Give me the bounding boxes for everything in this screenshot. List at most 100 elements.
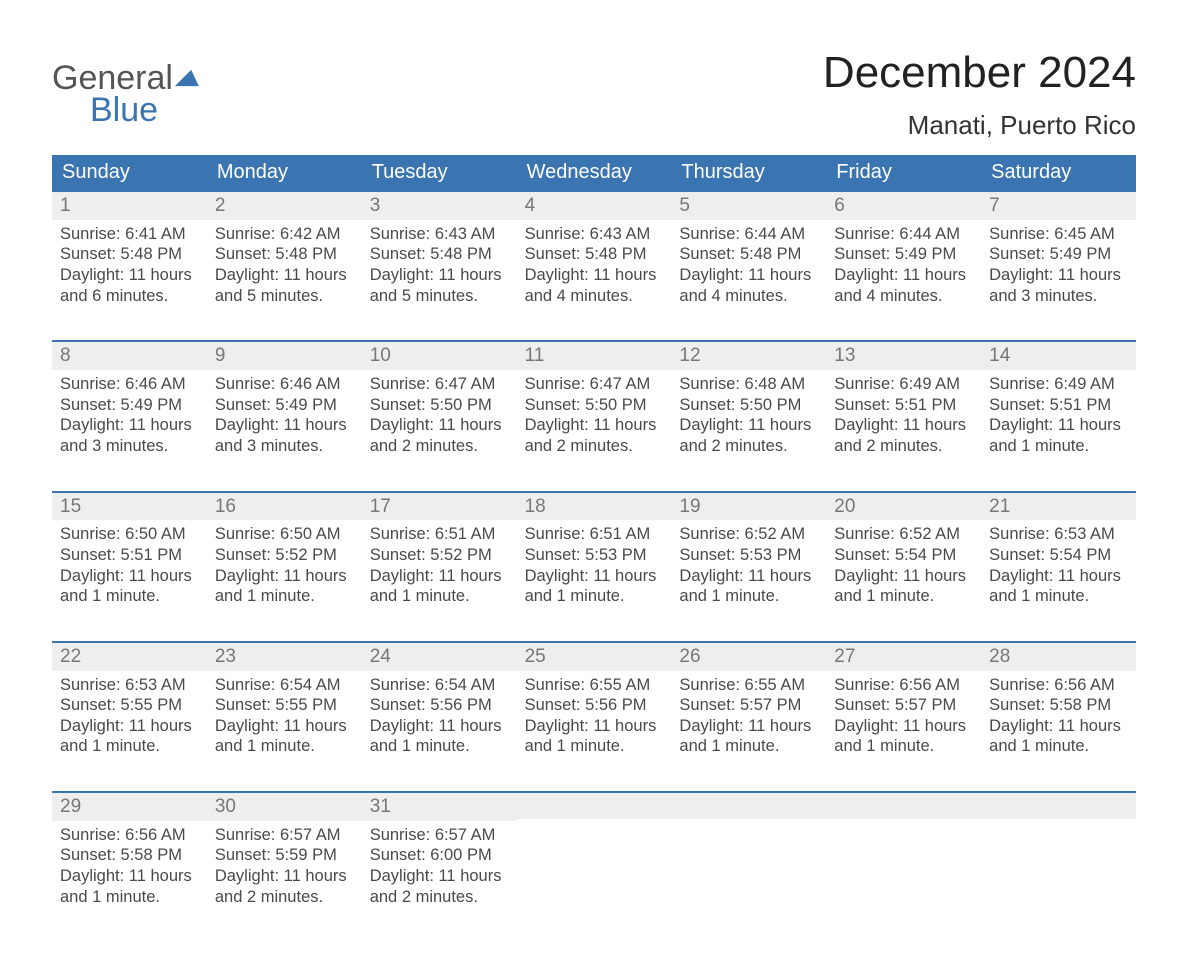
day-number: 10 [362, 342, 517, 370]
weekday-header-row: Sunday Monday Tuesday Wednesday Thursday… [52, 155, 1136, 192]
sunrise-line: Sunrise: 6:46 AM [60, 374, 199, 395]
sunrise-line: Sunrise: 6:49 AM [989, 374, 1128, 395]
sunrise-line: Sunrise: 6:41 AM [60, 224, 199, 245]
calendar-cell: 30Sunrise: 6:57 AMSunset: 5:59 PMDayligh… [207, 793, 362, 913]
calendar-cell: 28Sunrise: 6:56 AMSunset: 5:58 PMDayligh… [981, 643, 1136, 763]
sunrise-line: Sunrise: 6:43 AM [525, 224, 664, 245]
day-number: 18 [517, 493, 672, 521]
sunset-line: Sunset: 5:56 PM [525, 695, 664, 716]
sunrise-line: Sunrise: 6:52 AM [834, 524, 973, 545]
day-number: 6 [826, 192, 981, 220]
calendar-cell: 26 Sunrise: 6:55 AMSunset: 5:57 PMDayligh… [671, 643, 826, 763]
day-number: 5 [671, 192, 826, 220]
calendar-cell: 10Sunrise: 6:47 AMSunset: 5:50 PMDayligh… [362, 342, 517, 462]
calendar-cell: 11Sunrise: 6:47 AMSunset: 5:50 PMDayligh… [517, 342, 672, 462]
sunrise-line: Sunrise: 6:50 AM [215, 524, 354, 545]
daylight-line: Daylight: 11 hours and 2 minutes. [370, 866, 509, 907]
sunset-line: Sunset: 5:54 PM [989, 545, 1128, 566]
day-number: 28 [981, 643, 1136, 671]
day-number: 13 [826, 342, 981, 370]
daylight-line: Daylight: 11 hours and 1 minute. [525, 566, 664, 607]
daylight-line: Daylight: 11 hours and 1 minute. [60, 716, 199, 757]
day-number: 11 [517, 342, 672, 370]
sunset-line: Sunset: 5:50 PM [370, 395, 509, 416]
sunrise-line: Sunrise: 6:48 AM [679, 374, 818, 395]
calendar-cell: 18Sunrise: 6:51 AMSunset: 5:53 PMDayligh… [517, 493, 672, 613]
day-number: 17 [362, 493, 517, 521]
day-number: 19 [671, 493, 826, 521]
sunset-line: Sunset: 6:00 PM [370, 845, 509, 866]
sunset-line: Sunset: 5:57 PM [679, 695, 818, 716]
weekday-header: Tuesday [362, 155, 517, 192]
calendar-week: 1Sunrise: 6:41 AMSunset: 5:48 PMDaylight… [52, 192, 1136, 312]
sunset-line: Sunset: 5:53 PM [525, 545, 664, 566]
calendar-grid: Sunday Monday Tuesday Wednesday Thursday… [52, 155, 1136, 913]
calendar-cell [981, 793, 1136, 913]
calendar-cell: 12Sunrise: 6:48 AMSunset: 5:50 PMDayligh… [671, 342, 826, 462]
daylight-line: Daylight: 11 hours and 1 minute. [989, 566, 1128, 607]
sunset-line: Sunset: 5:59 PM [215, 845, 354, 866]
day-number: 24 [362, 643, 517, 671]
daylight-line: Daylight: 11 hours and 2 minutes. [834, 415, 973, 456]
daylight-line: Daylight: 11 hours and 6 minutes. [60, 265, 199, 306]
sunrise-line: Sunrise: 6:44 AM [834, 224, 973, 245]
calendar-cell: 9Sunrise: 6:46 AMSunset: 5:49 PMDaylight… [207, 342, 362, 462]
sunrise-line: Sunrise: 6:47 AM [525, 374, 664, 395]
weeks-container: 1Sunrise: 6:41 AMSunset: 5:48 PMDaylight… [52, 192, 1136, 913]
sunrise-line: Sunrise: 6:42 AM [215, 224, 354, 245]
sunset-line: Sunset: 5:55 PM [60, 695, 199, 716]
sunrise-line: Sunrise: 6:49 AM [834, 374, 973, 395]
sunset-line: Sunset: 5:55 PM [215, 695, 354, 716]
calendar-cell: 14Sunrise: 6:49 AMSunset: 5:51 PMDayligh… [981, 342, 1136, 462]
day-number: 16 [207, 493, 362, 521]
sunset-line: Sunset: 5:49 PM [834, 244, 973, 265]
day-number: 27 [826, 643, 981, 671]
sunrise-line: Sunrise: 6:57 AM [215, 825, 354, 846]
sunset-line: Sunset: 5:52 PM [370, 545, 509, 566]
calendar-week: 29Sunrise: 6:56 AMSunset: 5:58 PMDayligh… [52, 791, 1136, 913]
sunset-line: Sunset: 5:51 PM [989, 395, 1128, 416]
daylight-line: Daylight: 11 hours and 1 minute. [679, 716, 818, 757]
calendar-cell: 17Sunrise: 6:51 AMSunset: 5:52 PMDayligh… [362, 493, 517, 613]
daylight-line: Daylight: 11 hours and 5 minutes. [370, 265, 509, 306]
calendar-cell: 16Sunrise: 6:50 AMSunset: 5:52 PMDayligh… [207, 493, 362, 613]
calendar-cell: 25Sunrise: 6:55 AMSunset: 5:56 PMDayligh… [517, 643, 672, 763]
daylight-line: Daylight: 11 hours and 1 minute. [679, 566, 818, 607]
day-number: 21 [981, 493, 1136, 521]
day-number: 15 [52, 493, 207, 521]
sunrise-line: Sunrise: 6:56 AM [834, 675, 973, 696]
sunrise-line: Sunrise: 6:55 AM [679, 675, 818, 696]
day-number: 7 [981, 192, 1136, 220]
daylight-line: Daylight: 11 hours and 3 minutes. [60, 415, 199, 456]
weekday-header: Wednesday [517, 155, 672, 192]
daylight-line: Daylight: 11 hours and 4 minutes. [525, 265, 664, 306]
day-number: 31 [362, 793, 517, 821]
calendar-cell: 21Sunrise: 6:53 AMSunset: 5:54 PMDayligh… [981, 493, 1136, 613]
empty-day [517, 793, 672, 819]
empty-day [981, 793, 1136, 819]
day-number: 25 [517, 643, 672, 671]
sunrise-line: Sunrise: 6:44 AM [679, 224, 818, 245]
title-block: December 2024 Manati, Puerto Rico [823, 48, 1136, 141]
daylight-line: Daylight: 11 hours and 4 minutes. [834, 265, 973, 306]
daylight-line: Daylight: 11 hours and 3 minutes. [215, 415, 354, 456]
calendar-week: 8Sunrise: 6:46 AMSunset: 5:49 PMDaylight… [52, 340, 1136, 462]
day-number: 26 [671, 643, 826, 671]
daylight-line: Daylight: 11 hours and 1 minute. [60, 866, 199, 907]
calendar-cell: 1Sunrise: 6:41 AMSunset: 5:48 PMDaylight… [52, 192, 207, 312]
sunset-line: Sunset: 5:53 PM [679, 545, 818, 566]
sunset-line: Sunset: 5:57 PM [834, 695, 973, 716]
calendar-cell: 27Sunrise: 6:56 AMSunset: 5:57 PMDayligh… [826, 643, 981, 763]
sunset-line: Sunset: 5:58 PM [60, 845, 199, 866]
calendar-cell: 6 Sunrise: 6:44 AMSunset: 5:49 PMDaylight… [826, 192, 981, 312]
sunset-line: Sunset: 5:50 PM [525, 395, 664, 416]
daylight-line: Daylight: 11 hours and 2 minutes. [370, 415, 509, 456]
day-number: 2 [207, 192, 362, 220]
calendar-cell: 2Sunrise: 6:42 AMSunset: 5:48 PMDaylight… [207, 192, 362, 312]
day-number: 29 [52, 793, 207, 821]
day-number: 4 [517, 192, 672, 220]
sunset-line: Sunset: 5:50 PM [679, 395, 818, 416]
calendar-cell: 3Sunrise: 6:43 AMSunset: 5:48 PMDaylight… [362, 192, 517, 312]
sunset-line: Sunset: 5:48 PM [525, 244, 664, 265]
calendar-cell: 23Sunrise: 6:54 AMSunset: 5:55 PMDayligh… [207, 643, 362, 763]
